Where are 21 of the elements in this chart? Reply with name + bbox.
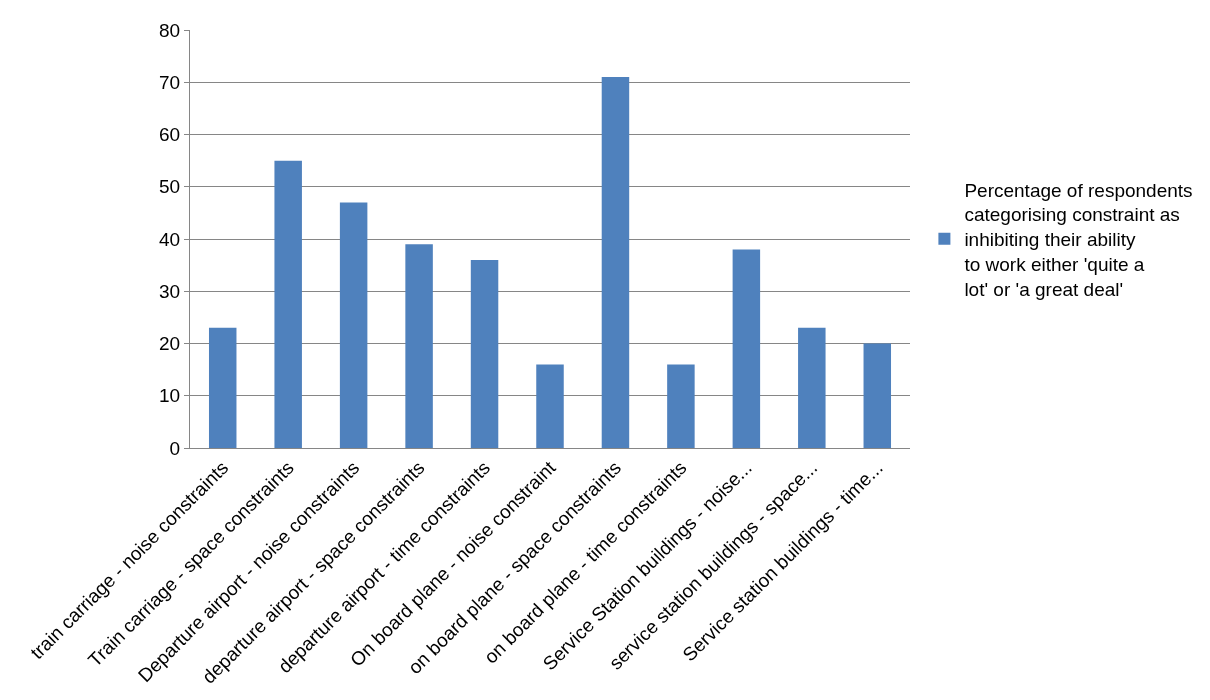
bar <box>732 249 761 448</box>
legend-label: Percentage of respondents categorising constraint as inhibiting their ability to work either 'quite a lot' or 'a great deal' <box>964 179 1193 300</box>
y-tick-label: 50 <box>159 176 181 198</box>
bar <box>667 364 695 448</box>
y-tick-label: 0 <box>169 437 181 459</box>
y-tick-label: 60 <box>159 124 181 146</box>
bar <box>601 77 630 448</box>
bar <box>863 343 892 448</box>
bar <box>405 244 433 448</box>
bar <box>208 327 237 448</box>
bar <box>798 327 826 448</box>
bar <box>339 202 368 448</box>
y-tick-label: 30 <box>159 280 181 302</box>
bar <box>470 259 499 448</box>
y-tick-label: 80 <box>159 19 181 41</box>
y-tick-label: 40 <box>159 228 181 250</box>
y-tick-label: 20 <box>159 333 181 355</box>
y-tick-label: 70 <box>159 71 181 93</box>
bar <box>274 160 302 448</box>
y-tick-label: 10 <box>159 385 181 407</box>
bar <box>536 364 564 448</box>
